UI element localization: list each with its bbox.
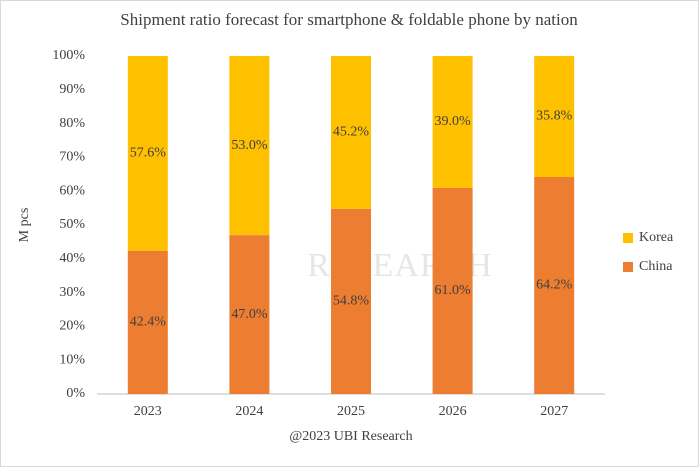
- bar-segment: [229, 56, 270, 236]
- legend-swatch: [623, 233, 633, 243]
- chart-title: Shipment ratio forecast for smartphone &…: [120, 10, 578, 29]
- y-axis-label: M pcs: [17, 208, 32, 243]
- y-tick-label: 60%: [59, 183, 85, 198]
- y-tick-label: 100%: [52, 48, 85, 63]
- x-tick-label: 2023: [134, 404, 162, 419]
- bar-segment: [331, 56, 371, 209]
- y-tick-label: 40%: [59, 251, 85, 266]
- data-label: 47.0%: [231, 307, 268, 322]
- x-tick-label: 2024: [235, 404, 263, 419]
- bar-segment: [534, 56, 575, 178]
- y-tick-label: 50%: [59, 217, 85, 232]
- y-tick-label: 70%: [59, 150, 85, 165]
- data-label: 57.6%: [130, 146, 167, 161]
- y-tick-label: 10%: [59, 352, 85, 367]
- y-tick-label: 30%: [59, 285, 85, 300]
- data-label: 54.8%: [333, 294, 370, 309]
- legend-label: Korea: [639, 230, 674, 245]
- y-tick-label: 80%: [59, 116, 85, 131]
- legend-swatch: [623, 262, 633, 272]
- data-label: 64.2%: [536, 278, 573, 293]
- data-label: 35.8%: [536, 109, 573, 124]
- data-label: 53.0%: [231, 138, 268, 153]
- x-tick-label: 2026: [439, 404, 467, 419]
- bar-segment: [534, 177, 575, 394]
- x-axis-label: @2023 UBI Research: [289, 429, 412, 444]
- y-tick-label: 90%: [59, 82, 85, 97]
- y-tick-label: 0%: [66, 386, 85, 401]
- y-tick-label: 20%: [59, 319, 85, 334]
- legend-label: China: [639, 259, 673, 274]
- data-label: 39.0%: [435, 114, 472, 129]
- bar-segment: [331, 208, 371, 394]
- data-label: 42.4%: [130, 315, 167, 330]
- bar-segment: [229, 235, 270, 394]
- bar-segment: [432, 56, 473, 188]
- data-label: 61.0%: [435, 283, 472, 298]
- bar-segment: [127, 56, 168, 251]
- x-tick-label: 2027: [540, 404, 568, 419]
- bar-segment: [432, 187, 473, 394]
- x-tick-label: 2025: [337, 404, 365, 419]
- bar-segment: [127, 250, 168, 394]
- data-label: 45.2%: [333, 125, 370, 140]
